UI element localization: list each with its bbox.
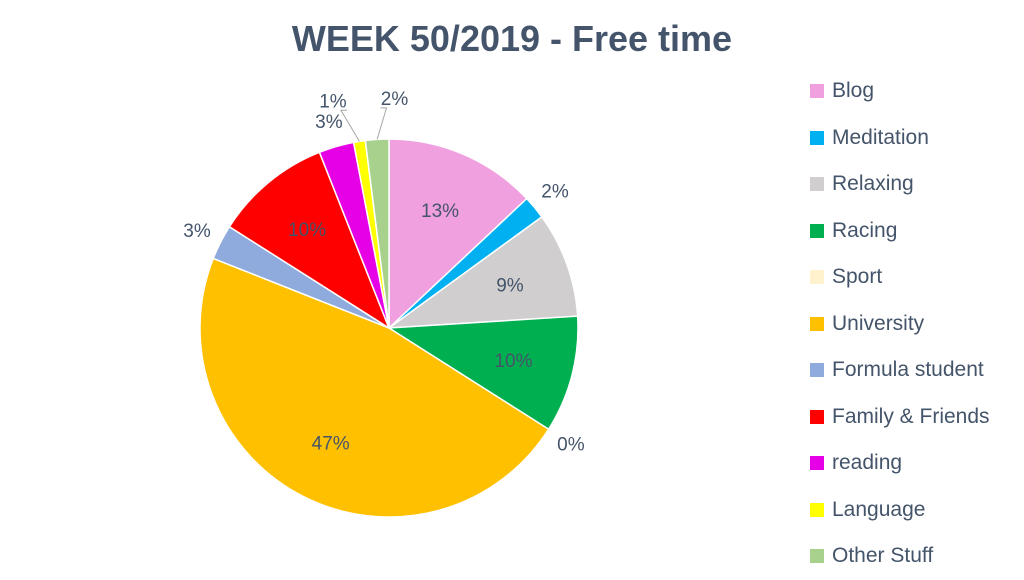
legend-item: reading — [810, 440, 990, 487]
legend-label: reading — [832, 451, 903, 475]
legend-swatch — [810, 549, 824, 564]
legend-item: Meditation — [810, 115, 990, 162]
legend-label: Family & Friends — [832, 404, 990, 428]
leader-line — [340, 109, 360, 142]
data-label: 3% — [183, 221, 211, 242]
chart-title: WEEK 50/2019 - Free time — [291, 18, 733, 59]
data-label: 10% — [494, 351, 532, 372]
data-label: 9% — [496, 275, 524, 296]
legend-swatch — [810, 409, 824, 424]
data-label: 47% — [312, 434, 350, 455]
pie-slice-university — [199, 257, 550, 518]
pie-slice-racing — [386, 315, 579, 431]
legend-item: Racing — [810, 208, 990, 255]
legend-item: Language — [810, 487, 990, 534]
legend-item: Family & Friends — [810, 394, 990, 441]
data-label: 2% — [381, 89, 409, 110]
legend-item: Other Stuff — [810, 533, 990, 580]
data-label: 13% — [421, 201, 459, 222]
legend-label: Language — [832, 497, 926, 521]
legend-swatch — [810, 316, 824, 331]
legend-label: Formula student — [832, 358, 984, 382]
data-label: 0% — [557, 434, 585, 455]
legend-label: Relaxing — [832, 172, 914, 196]
legend-item: University — [810, 301, 990, 348]
data-label: 1% — [319, 91, 347, 112]
legend-label: Sport — [832, 265, 883, 289]
pie-slice-relaxing — [386, 215, 579, 329]
data-label: 2% — [541, 182, 569, 203]
legend-item: Relaxing — [810, 161, 990, 208]
pie-slice-blog — [388, 138, 528, 330]
legend: Blog Meditation Relaxing Racing Sport Univers… — [810, 68, 990, 580]
data-label: 10% — [288, 220, 326, 241]
legend-item: Sport — [810, 254, 990, 301]
legend-item: Formula student — [810, 347, 990, 394]
legend-label: University — [832, 311, 925, 335]
legend-swatch — [810, 456, 824, 471]
data-label: 3% — [315, 112, 343, 133]
legend-swatch — [810, 177, 824, 192]
legend-label: Other Stuff — [832, 544, 934, 568]
legend-swatch — [810, 502, 824, 517]
leader-line — [376, 107, 388, 140]
legend-swatch — [810, 84, 824, 99]
legend-swatch — [810, 270, 824, 285]
legend-item: Blog — [810, 68, 990, 115]
legend-swatch — [810, 223, 824, 238]
legend-label: Racing — [832, 218, 898, 242]
legend-label: Meditation — [832, 125, 929, 149]
legend-swatch — [810, 363, 824, 378]
legend-label: Blog — [832, 79, 875, 103]
legend-swatch — [810, 130, 824, 145]
pie-slice-family-friends — [228, 151, 391, 330]
